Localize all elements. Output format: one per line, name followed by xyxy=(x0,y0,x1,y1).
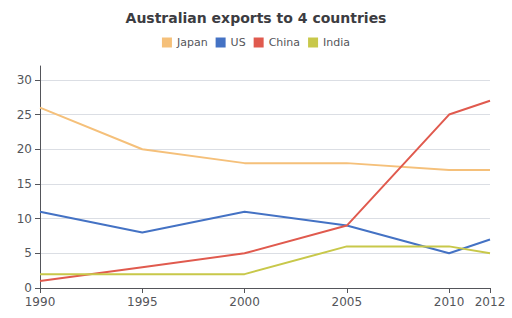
svg-text:1990: 1990 xyxy=(25,295,56,309)
svg-text:2000: 2000 xyxy=(229,295,260,309)
svg-text:1995: 1995 xyxy=(127,295,158,309)
svg-text:0: 0 xyxy=(24,281,32,295)
svg-text:30: 30 xyxy=(17,73,32,87)
svg-text:15: 15 xyxy=(17,177,32,191)
svg-text:5: 5 xyxy=(24,246,32,260)
svg-text:China: China xyxy=(269,36,300,49)
svg-text:10: 10 xyxy=(17,212,32,226)
svg-text:20: 20 xyxy=(17,142,32,156)
svg-text:Australian exports to 4 countr: Australian exports to 4 countries xyxy=(126,10,387,26)
svg-text:2005: 2005 xyxy=(332,295,363,309)
svg-text:US: US xyxy=(231,36,246,49)
svg-text:India: India xyxy=(323,36,350,49)
svg-text:Japan: Japan xyxy=(176,36,208,49)
svg-text:2012: 2012 xyxy=(475,295,506,309)
svg-text:2010: 2010 xyxy=(434,295,465,309)
svg-text:25: 25 xyxy=(17,108,32,122)
